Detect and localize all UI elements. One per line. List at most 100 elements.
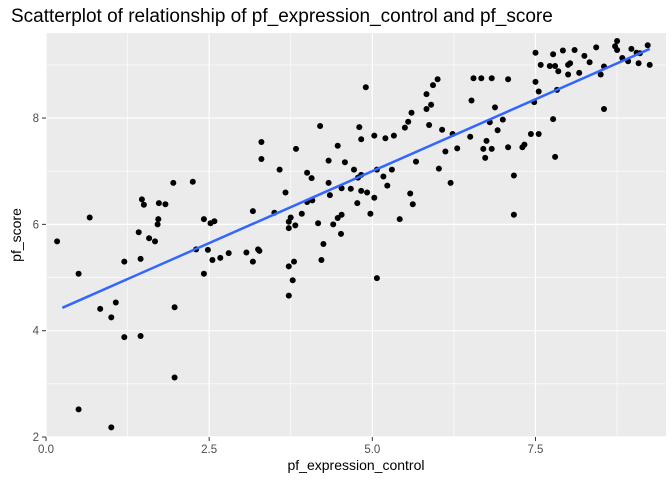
data-point xyxy=(121,334,128,341)
data-point xyxy=(341,159,348,166)
data-point xyxy=(576,69,583,76)
data-point xyxy=(75,406,82,413)
data-point xyxy=(108,314,115,321)
data-point xyxy=(430,82,436,89)
data-point xyxy=(480,145,487,152)
data-point xyxy=(326,192,333,199)
data-point xyxy=(135,229,142,236)
data-point xyxy=(408,109,415,116)
data-point xyxy=(483,137,490,144)
plot-panel xyxy=(46,33,666,437)
data-point xyxy=(334,142,341,149)
data-point xyxy=(86,214,93,221)
y-axis: 2 4 6 8 xyxy=(33,113,46,444)
data-point xyxy=(396,216,403,223)
data-point xyxy=(614,38,621,44)
data-point xyxy=(537,61,544,68)
data-point xyxy=(258,156,265,162)
data-point xyxy=(505,76,512,83)
data-point xyxy=(285,263,292,270)
data-point xyxy=(285,225,292,232)
data-point xyxy=(97,305,104,312)
data-point xyxy=(121,258,128,265)
data-point xyxy=(249,258,256,265)
chart-title: Scatterplot of relationship of pf_expres… xyxy=(11,6,553,27)
data-point xyxy=(646,61,653,68)
data-point xyxy=(532,78,539,85)
data-point xyxy=(243,249,250,256)
data-point xyxy=(428,101,435,108)
data-point xyxy=(155,200,162,207)
data-point xyxy=(559,47,566,54)
data-point xyxy=(601,106,607,112)
data-point xyxy=(597,71,604,78)
data-point xyxy=(470,75,477,82)
data-point xyxy=(407,190,414,197)
data-point xyxy=(423,106,430,112)
x-tick-label: 2.5 xyxy=(201,444,217,456)
data-point xyxy=(494,127,501,134)
data-point xyxy=(505,144,512,151)
data-point xyxy=(442,148,449,155)
data-point xyxy=(467,133,474,140)
data-point xyxy=(527,131,534,137)
data-point xyxy=(426,122,433,128)
data-point xyxy=(388,166,395,173)
data-point xyxy=(347,185,354,192)
data-point xyxy=(405,118,412,125)
data-point xyxy=(550,116,557,123)
data-point xyxy=(635,60,642,67)
trend-line xyxy=(61,47,651,309)
data-point xyxy=(362,84,369,91)
major-gridlines xyxy=(45,33,666,438)
data-point xyxy=(338,230,344,237)
data-point xyxy=(521,141,528,148)
data-point xyxy=(292,222,299,229)
y-axis-title: pf_score xyxy=(8,208,24,262)
x-tick-label: 5.0 xyxy=(364,444,380,456)
data-point xyxy=(325,157,332,164)
data-point xyxy=(289,277,296,284)
data-point xyxy=(162,201,169,208)
data-point xyxy=(546,63,553,69)
data-point xyxy=(454,145,461,152)
data-point xyxy=(435,165,442,172)
data-point xyxy=(304,169,311,176)
data-point xyxy=(413,158,419,165)
data-point xyxy=(409,201,416,208)
data-point xyxy=(482,154,489,161)
data-point xyxy=(204,246,211,253)
data-point xyxy=(552,63,559,69)
data-point xyxy=(152,238,158,245)
y-tick-label: 4 xyxy=(33,326,40,338)
data-point xyxy=(171,374,178,381)
data-point xyxy=(492,104,498,111)
data-point xyxy=(371,132,378,139)
data-point xyxy=(535,131,542,137)
data-point xyxy=(351,166,357,173)
data-point xyxy=(282,189,289,196)
data-point xyxy=(285,292,292,299)
data-point xyxy=(315,220,322,227)
data-point xyxy=(423,91,430,98)
data-point xyxy=(137,333,144,339)
data-point xyxy=(571,47,578,53)
data-point xyxy=(358,136,365,143)
data-point xyxy=(468,97,475,104)
y-tick-label: 6 xyxy=(33,219,39,231)
data-point xyxy=(382,135,389,142)
data-point xyxy=(488,75,495,82)
data-point xyxy=(390,132,397,139)
data-point xyxy=(258,139,265,145)
data-point xyxy=(447,179,454,186)
data-point xyxy=(380,173,387,180)
data-point xyxy=(565,71,572,78)
data-point xyxy=(567,60,574,67)
data-point xyxy=(628,45,635,52)
data-point xyxy=(171,304,178,311)
data-point xyxy=(614,47,621,53)
data-point xyxy=(276,166,283,173)
data-point xyxy=(293,145,299,152)
data-point xyxy=(354,200,361,207)
